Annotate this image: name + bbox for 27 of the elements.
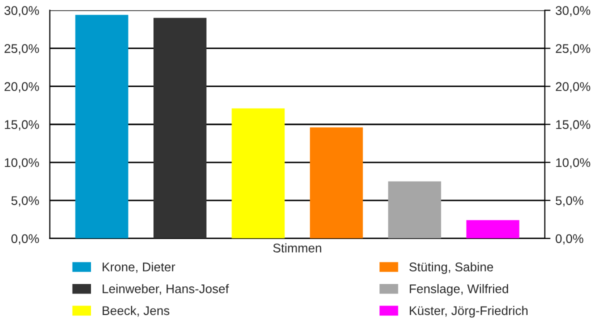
y-tick-label: 20,0% xyxy=(4,82,39,92)
text: 15,0% xyxy=(556,120,590,131)
y-tick-label: 25,0% xyxy=(4,44,39,54)
legend-label: Krone, Dieter xyxy=(102,262,176,273)
y-tick-label: 0,0% xyxy=(11,234,39,245)
x-tick-label: Stimmen xyxy=(273,243,322,252)
y-tick-label: 10,0% xyxy=(4,158,39,169)
legend-label: Beeck, Jens xyxy=(102,306,170,317)
bar xyxy=(154,18,206,238)
legend-label: Küster, Jörg-Friedrich xyxy=(410,306,528,318)
text: 10,0% xyxy=(556,158,590,169)
y-tick-label: 15,0% xyxy=(4,120,39,131)
text: 20,0% xyxy=(556,82,590,92)
bar xyxy=(388,181,442,238)
bar xyxy=(310,127,363,238)
legend-label: Stüting, Sabine xyxy=(409,262,494,274)
bar xyxy=(232,108,285,238)
bar xyxy=(466,220,520,238)
y-tick-label: 5,0% xyxy=(11,196,39,207)
text: 0,0% xyxy=(556,234,584,245)
text: 25,0% xyxy=(556,44,590,54)
legend-label: Leinweber, Hans-Josef xyxy=(102,284,229,295)
text: 5,0% xyxy=(556,196,584,207)
bar xyxy=(75,14,128,238)
legend-label: Fenslage, Wilfried xyxy=(410,284,508,296)
y-tick-label: 30,0% xyxy=(4,6,39,16)
text: 30,0% xyxy=(556,6,590,16)
